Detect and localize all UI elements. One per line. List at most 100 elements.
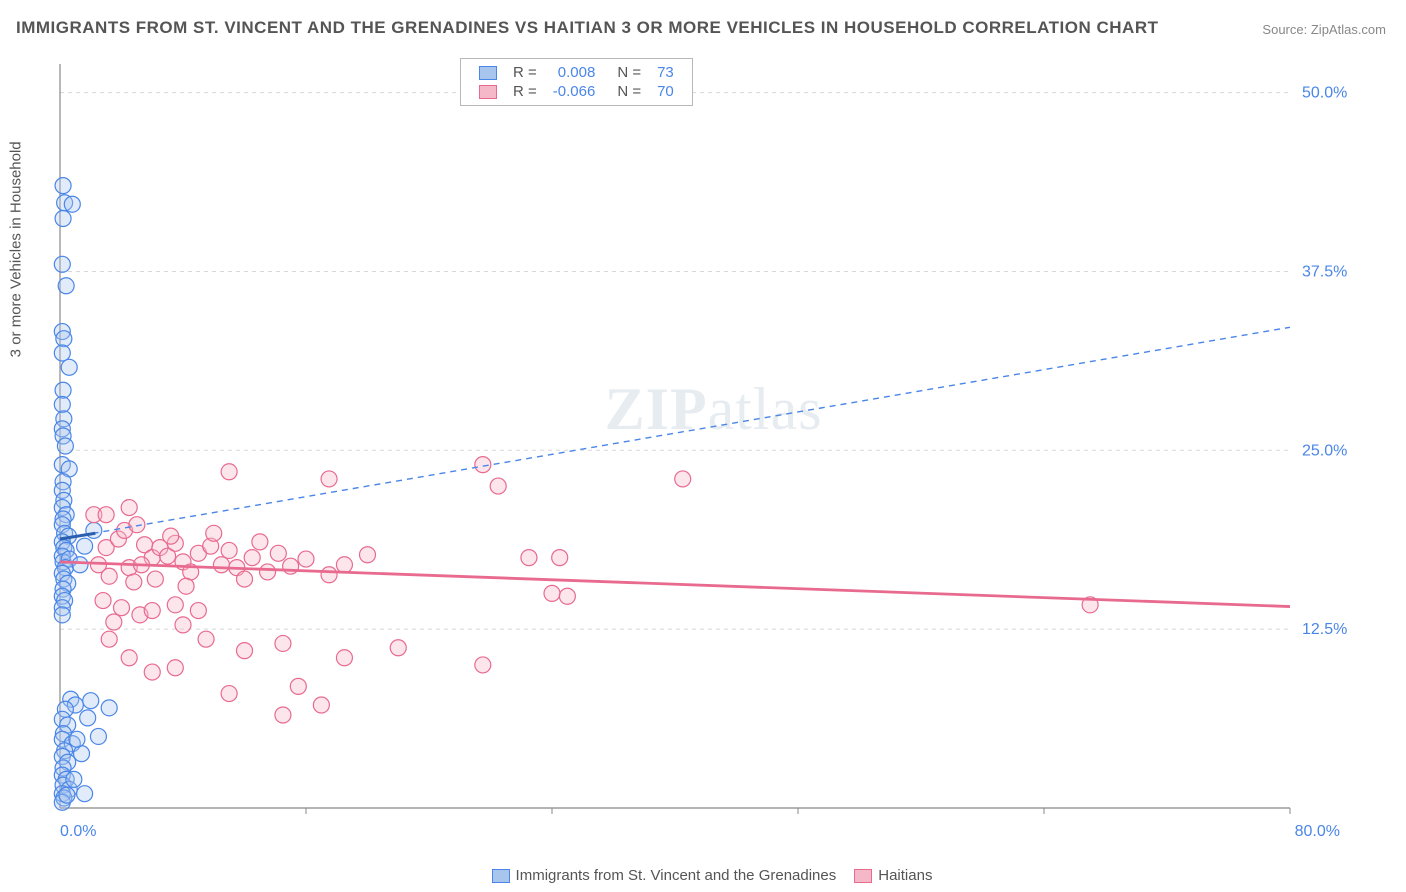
data-point-series-1 bbox=[213, 557, 229, 573]
source-value: ZipAtlas.com bbox=[1311, 22, 1386, 37]
data-point-series-1 bbox=[175, 617, 191, 633]
data-point-series-0 bbox=[55, 211, 71, 227]
chart-title: IMMIGRANTS FROM ST. VINCENT AND THE GREN… bbox=[16, 18, 1158, 38]
data-point-series-0 bbox=[77, 538, 93, 554]
data-point-series-1 bbox=[221, 542, 237, 558]
source-label: Source: bbox=[1262, 22, 1307, 37]
data-point-series-1 bbox=[275, 707, 291, 723]
legend-r-label: R = bbox=[505, 63, 545, 82]
watermark: ZIPatlas bbox=[605, 375, 823, 444]
data-point-series-1 bbox=[260, 564, 276, 580]
data-point-series-0 bbox=[55, 178, 71, 194]
chart-container: IMMIGRANTS FROM ST. VINCENT AND THE GREN… bbox=[0, 0, 1406, 892]
x-tick-label: 80.0% bbox=[1295, 823, 1340, 840]
legend-n-value: 73 bbox=[649, 63, 682, 82]
data-point-series-1 bbox=[144, 603, 160, 619]
data-point-series-1 bbox=[167, 660, 183, 676]
data-point-series-0 bbox=[101, 700, 117, 716]
data-point-series-0 bbox=[58, 278, 74, 294]
data-point-series-0 bbox=[86, 522, 102, 538]
y-tick-label: 50.0% bbox=[1302, 85, 1347, 102]
data-point-series-1 bbox=[121, 650, 137, 666]
data-point-series-1 bbox=[221, 686, 237, 702]
legend-bottom-swatch-1 bbox=[854, 869, 872, 883]
legend-n-label: N = bbox=[603, 82, 649, 101]
series-legend: Immigrants from St. Vincent and the Gren… bbox=[0, 867, 1406, 884]
legend-n-label: N = bbox=[603, 63, 649, 82]
data-point-series-1 bbox=[313, 697, 329, 713]
data-point-series-1 bbox=[221, 464, 237, 480]
data-point-series-1 bbox=[270, 545, 286, 561]
data-point-series-0 bbox=[80, 710, 96, 726]
data-point-series-0 bbox=[54, 345, 70, 361]
data-point-series-0 bbox=[90, 728, 106, 744]
data-point-series-1 bbox=[244, 550, 260, 566]
correlation-legend: R = 0.008 N = 73 R = -0.066 N = 70 bbox=[460, 58, 693, 106]
legend-row-0: R = 0.008 N = 73 bbox=[471, 63, 682, 82]
scatter-plot: 12.5% 25.0% 37.5% 50.0% 0.0% 80.0% bbox=[50, 56, 1350, 856]
x-tick-label: 0.0% bbox=[60, 823, 96, 840]
data-point-series-1 bbox=[675, 471, 691, 487]
data-point-series-1 bbox=[321, 567, 337, 583]
legend-bottom-swatch-0 bbox=[492, 869, 510, 883]
data-point-series-1 bbox=[252, 534, 268, 550]
data-point-series-1 bbox=[237, 571, 253, 587]
data-point-series-0 bbox=[56, 331, 72, 347]
data-point-series-1 bbox=[178, 578, 194, 594]
data-point-series-0 bbox=[83, 693, 99, 709]
data-point-series-0 bbox=[54, 397, 70, 413]
legend-r-value: 0.008 bbox=[545, 63, 604, 82]
data-point-series-1 bbox=[190, 603, 206, 619]
data-point-series-0 bbox=[72, 557, 88, 573]
legend-n-value: 70 bbox=[649, 82, 682, 101]
data-point-series-1 bbox=[490, 478, 506, 494]
data-point-series-1 bbox=[559, 588, 575, 604]
data-point-series-0 bbox=[55, 382, 71, 398]
data-point-series-0 bbox=[66, 771, 82, 787]
data-point-series-1 bbox=[544, 585, 560, 601]
y-tick-label: 25.0% bbox=[1302, 442, 1347, 459]
data-point-series-1 bbox=[298, 551, 314, 567]
data-point-series-1 bbox=[147, 571, 163, 587]
data-point-series-0 bbox=[57, 438, 73, 454]
data-point-series-1 bbox=[95, 593, 111, 609]
data-point-series-0 bbox=[74, 746, 90, 762]
data-point-series-1 bbox=[275, 635, 291, 651]
legend-swatch bbox=[479, 85, 497, 99]
data-point-series-1 bbox=[126, 574, 142, 590]
legend-swatch bbox=[479, 66, 497, 80]
data-point-series-1 bbox=[101, 631, 117, 647]
data-point-series-1 bbox=[521, 550, 537, 566]
legend-bottom-label-0: Immigrants from St. Vincent and the Gren… bbox=[516, 867, 837, 884]
source-attribution: Source: ZipAtlas.com bbox=[1262, 22, 1386, 37]
data-point-series-1 bbox=[336, 557, 352, 573]
data-point-series-0 bbox=[69, 731, 85, 747]
data-point-series-0 bbox=[54, 607, 70, 623]
y-tick-label: 12.5% bbox=[1302, 621, 1347, 638]
y-axis-label: 3 or more Vehicles in Household bbox=[8, 141, 25, 357]
y-tick-label: 37.5% bbox=[1302, 263, 1347, 280]
data-point-series-1 bbox=[206, 525, 222, 541]
data-point-series-0 bbox=[54, 256, 70, 272]
data-point-series-1 bbox=[475, 657, 491, 673]
data-point-series-1 bbox=[198, 631, 214, 647]
data-point-series-1 bbox=[114, 600, 130, 616]
data-point-series-1 bbox=[336, 650, 352, 666]
data-point-series-1 bbox=[106, 614, 122, 630]
data-point-series-1 bbox=[129, 517, 145, 533]
data-point-series-1 bbox=[167, 597, 183, 613]
data-point-series-0 bbox=[64, 196, 80, 212]
legend-bottom-label-1: Haitians bbox=[878, 867, 932, 884]
data-point-series-1 bbox=[121, 500, 137, 516]
legend-row-1: R = -0.066 N = 70 bbox=[471, 82, 682, 101]
data-point-series-1 bbox=[237, 643, 253, 659]
data-point-series-1 bbox=[552, 550, 568, 566]
data-point-series-1 bbox=[98, 507, 114, 523]
legend-r-label: R = bbox=[505, 82, 545, 101]
data-point-series-0 bbox=[61, 359, 77, 375]
data-point-series-0 bbox=[77, 786, 93, 802]
data-point-series-0 bbox=[59, 787, 75, 803]
data-point-series-1 bbox=[321, 471, 337, 487]
data-point-series-1 bbox=[101, 568, 117, 584]
legend-r-value: -0.066 bbox=[545, 82, 604, 101]
